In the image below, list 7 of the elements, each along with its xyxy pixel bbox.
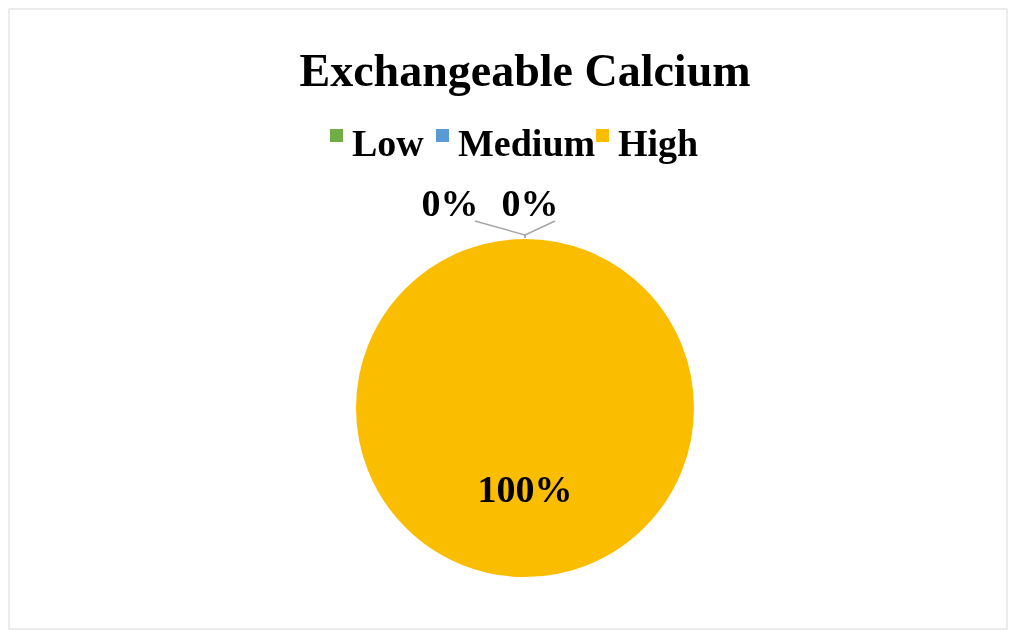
text: 0% [501, 182, 559, 224]
legend-label: High [618, 121, 699, 164]
text: 0% [421, 182, 479, 224]
data-label: 100% [477, 467, 573, 510]
chart-title: Exchangeable Calcium [299, 45, 751, 96]
legend-label: Low [352, 121, 425, 164]
legend-label: Medium [458, 121, 596, 164]
